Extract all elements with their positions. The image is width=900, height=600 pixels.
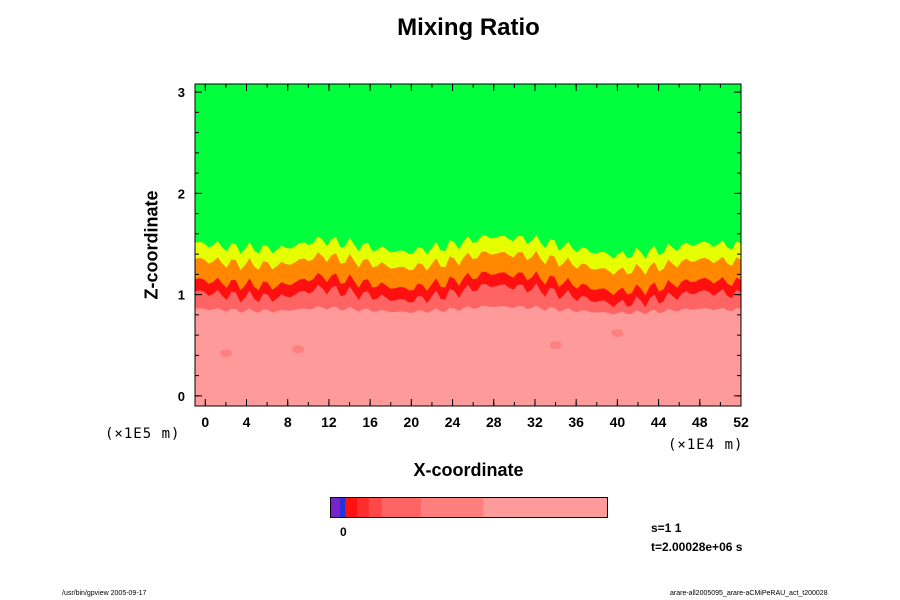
time-label: t=2.00028e+06 s (651, 540, 743, 554)
colorbar-segment (381, 498, 422, 517)
x-tick-label: 24 (445, 414, 461, 430)
colorbar-segment (420, 498, 484, 517)
colorbar-segment (345, 498, 358, 517)
colorbar-segment (331, 498, 341, 517)
x-tick-label: 36 (568, 414, 584, 430)
y-tick-label: 1 (178, 288, 185, 303)
field-band-low (195, 305, 741, 406)
x-tick-label: 16 (362, 414, 378, 430)
colorbar-segment (357, 498, 370, 517)
x-tick-label: 8 (284, 414, 292, 430)
x-tick-label: 28 (486, 414, 502, 430)
footer-program-label: /usr/bin/gpview 2005-09-17 (62, 590, 147, 597)
field-blob (611, 329, 624, 338)
step-label: s=1 1 (651, 521, 682, 535)
field-blob (292, 345, 305, 354)
colorbar-frame (330, 497, 608, 518)
axis-ticks (195, 84, 742, 406)
x-tick-label: 0 (201, 414, 209, 430)
x-tick-label: 40 (610, 414, 626, 430)
footer-file-label: arare-all2005095_arare-aCMiPeRAU_act_t20… (670, 590, 828, 597)
x-tick-label: 48 (692, 414, 708, 430)
x-tick-label: 44 (651, 414, 667, 430)
y-tick-label: 2 (178, 186, 185, 201)
colorbar-segment (483, 498, 608, 517)
colorbar-segment (368, 498, 383, 517)
x-tick-label: 20 (404, 414, 420, 430)
colorbar-segment (340, 498, 346, 517)
y-axis-scale-label: (×1E5 m) (105, 426, 181, 442)
x-tick-label: 4 (243, 414, 251, 430)
field-blob (549, 341, 562, 350)
x-axis-scale-label: (×1E4 m) (668, 437, 744, 453)
x-tick-label: 32 (527, 414, 543, 430)
y-tick-label: 0 (178, 389, 185, 404)
plot-frame (194, 83, 742, 407)
x-tick-label: 12 (321, 414, 337, 430)
chart-title: Mixing Ratio (397, 14, 540, 41)
colorbar-tick-label: 0 (340, 525, 347, 539)
x-axis-label: X-coordinate (413, 460, 524, 480)
y-axis-label: Z-coordinate (141, 190, 162, 300)
y-tick-label: 3 (178, 85, 185, 100)
x-tick-label: 52 (733, 414, 749, 430)
field-blob (219, 349, 232, 358)
colorbar (330, 497, 608, 518)
heatmap-field (195, 84, 741, 406)
